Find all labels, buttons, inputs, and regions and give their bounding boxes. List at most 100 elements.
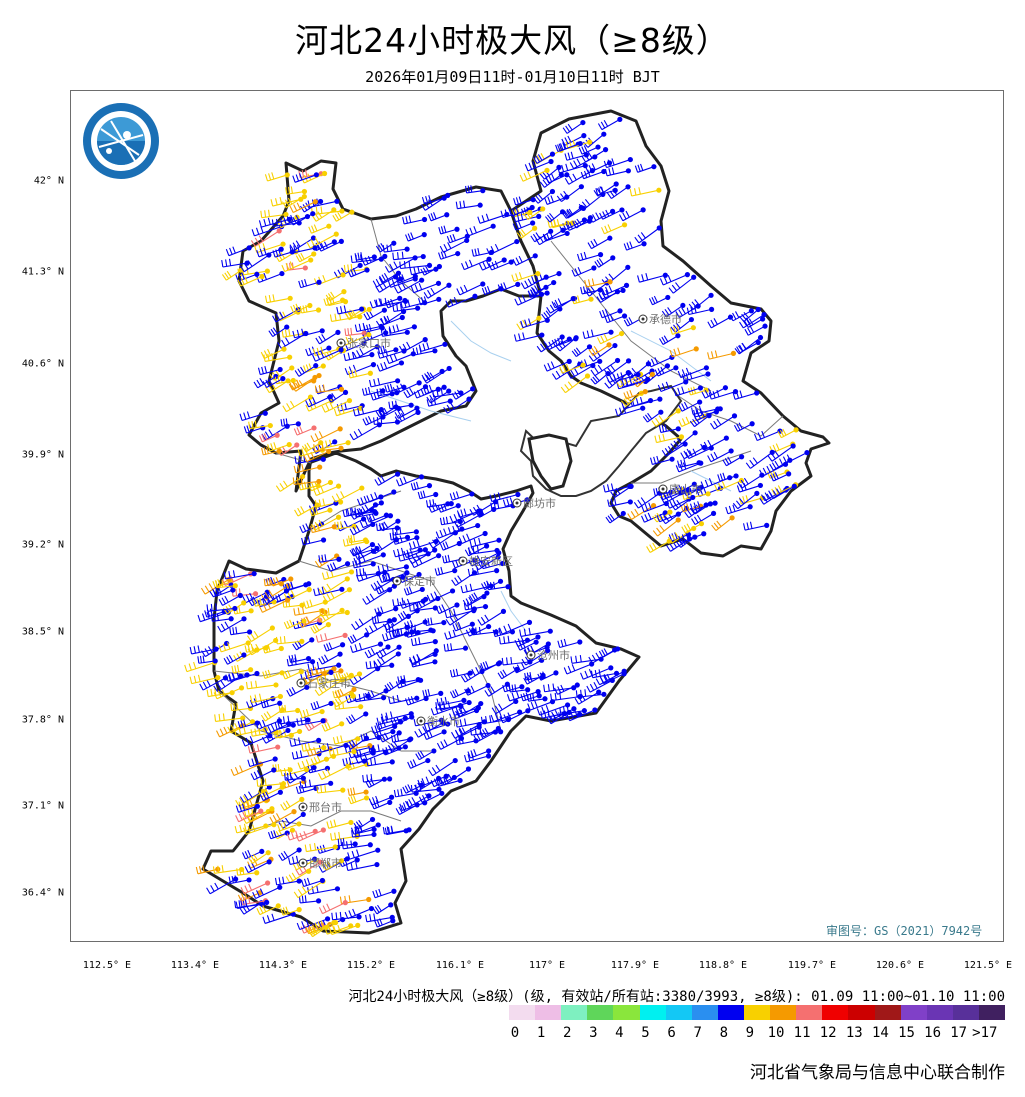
wind-barb [480, 661, 502, 671]
wind-barb [456, 281, 486, 296]
wind-barb [388, 324, 417, 334]
wind-barb [218, 592, 243, 606]
wind-barb [550, 692, 583, 702]
wind-barb [412, 346, 438, 356]
legend-swatch [848, 1005, 875, 1020]
wind-barb [292, 172, 319, 183]
wind-barb [439, 516, 463, 526]
wind-barb [249, 693, 284, 703]
legend-title: 河北24小时极大风（≥8级）(级, 有效站/所有站:3380/3993, ≥8级… [348, 989, 1005, 1005]
wind-barb [284, 772, 306, 781]
wind-barb [212, 587, 236, 597]
wind-barb [403, 384, 429, 399]
wind-barb [546, 296, 576, 314]
wind-barbs [184, 116, 810, 938]
wind-barb [260, 209, 289, 219]
wind-barb [319, 607, 350, 617]
wind-barb [215, 580, 238, 589]
wind-barb [545, 209, 566, 223]
wind-barb [479, 257, 507, 271]
wind-barb [225, 672, 250, 682]
wind-barb [402, 215, 428, 225]
wind-barb [329, 922, 361, 936]
wind-barb [355, 568, 381, 577]
latitude-label: 41.3° N [21, 266, 64, 278]
wind-barb [189, 645, 219, 655]
wind-barb [520, 692, 542, 702]
wind-barb [486, 581, 511, 591]
wind-barb [565, 218, 593, 231]
wind-barb [282, 394, 314, 413]
wind-barb [373, 728, 396, 738]
wind-barb [759, 461, 789, 477]
wind-barb [461, 256, 492, 271]
wind-barb [397, 608, 420, 621]
wind-barb [744, 316, 766, 328]
wind-barb [347, 847, 381, 860]
wind-barb [310, 426, 343, 443]
legend-labels: 0 1 2 3 4 5 6 7 8 9 10 11 12 13 14 15 16 17 >17 [509, 1025, 1025, 1043]
wind-barb [252, 884, 283, 900]
wind-barb [368, 744, 402, 754]
wind-barb [564, 151, 589, 161]
wind-barb [660, 487, 692, 504]
city-marker: 雄安新区 [458, 554, 513, 568]
city-label: 承德市 [649, 312, 682, 326]
wind-barb [434, 566, 458, 576]
wind-barb [555, 140, 583, 153]
latitude-label: 36.4° N [21, 887, 64, 899]
wind-barb [659, 333, 681, 345]
wind-barb [729, 308, 754, 322]
wind-barb [519, 627, 553, 638]
city-marker: 石家庄市 [296, 676, 351, 690]
wind-barb [769, 483, 797, 500]
wind-barb [621, 376, 651, 388]
wind-barb [678, 399, 703, 412]
wind-barb [653, 487, 674, 496]
wind-barb [292, 637, 315, 651]
wind-barb [241, 733, 273, 747]
wind-barb [329, 312, 363, 322]
wind-barb [366, 512, 389, 523]
wind-barb [463, 601, 489, 611]
wind-barb [540, 709, 568, 719]
wind-barb [290, 302, 313, 314]
wind-barb [484, 681, 510, 697]
wind-barb [292, 476, 322, 485]
wind-barb [599, 207, 625, 220]
wind-barb [651, 408, 681, 427]
wind-barb [392, 597, 426, 607]
wind-barb [344, 905, 375, 920]
wind-barb [223, 652, 247, 665]
wind-barb [247, 625, 275, 643]
wind-barb [312, 239, 337, 252]
wind-barb [659, 272, 690, 286]
city-marker: 邯郸市 [298, 856, 342, 870]
wind-barb [673, 385, 704, 397]
wind-barb [545, 172, 570, 184]
wind-barb [375, 276, 404, 293]
legend-label: 17 [950, 1025, 968, 1041]
wind-barb [491, 698, 519, 715]
wind-barb [642, 409, 664, 423]
wind-barb [654, 365, 679, 377]
wind-barb [267, 830, 290, 840]
wind-barb [658, 424, 681, 433]
wind-barb [309, 507, 333, 517]
legend-color-bar [509, 1005, 1006, 1020]
wind-barb [670, 430, 698, 450]
wind-barb [370, 391, 395, 401]
wind-barb [298, 279, 322, 289]
wind-barb [490, 709, 523, 723]
wind-barb [570, 655, 604, 664]
wind-barb [278, 847, 302, 862]
wind-barb [259, 789, 283, 802]
wind-barb [392, 380, 422, 395]
wind-barb [301, 743, 327, 752]
wind-barb [382, 825, 412, 835]
wind-barb [256, 246, 284, 258]
wind-barb [479, 725, 501, 738]
wind-barb [294, 455, 326, 464]
wind-barb [444, 608, 477, 619]
wind-barb [314, 384, 345, 394]
